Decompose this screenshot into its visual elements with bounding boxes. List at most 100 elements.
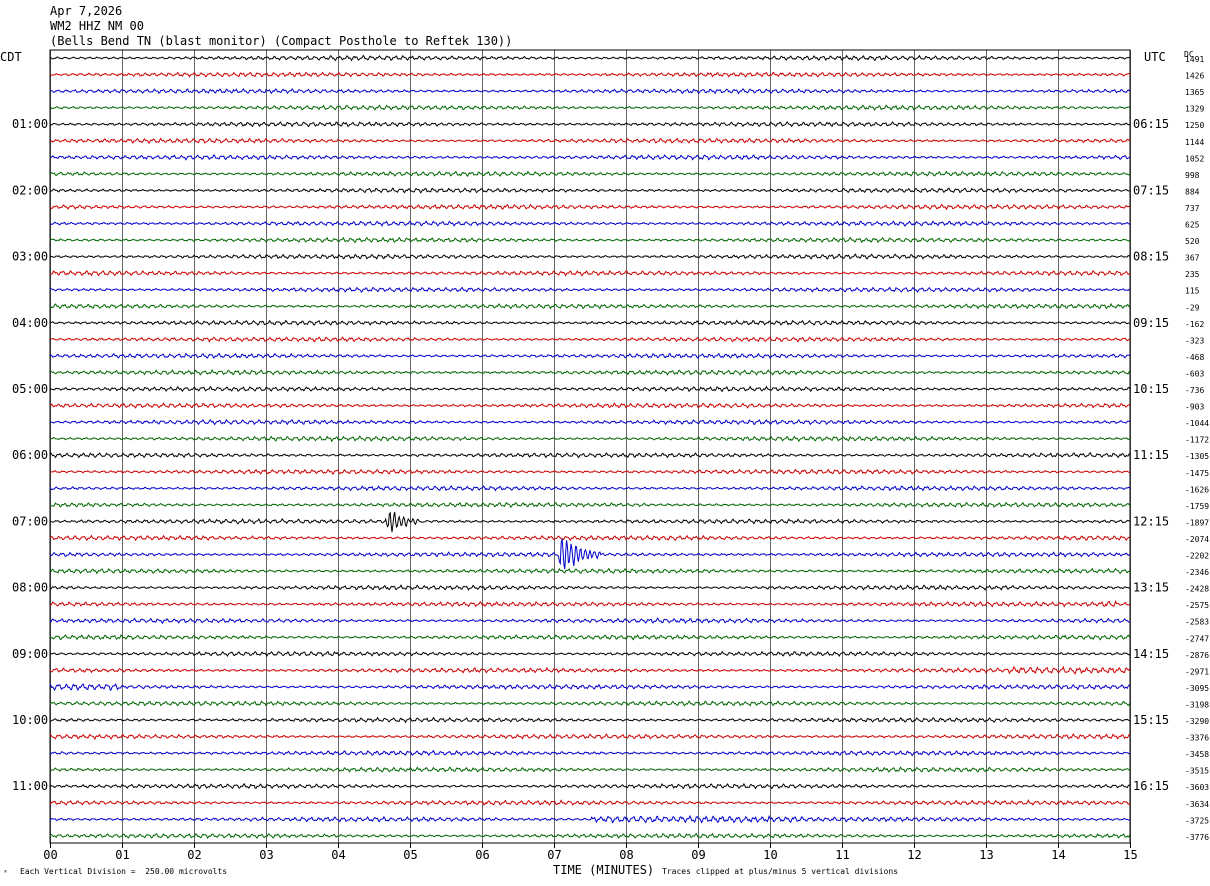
seismic-trace: [49, 501, 1131, 509]
scale-note: Each Vertical Division = 250.00 microvol…: [20, 867, 228, 876]
site-label: (Bells Bend TN (blast monitor) (Compact …: [50, 34, 513, 48]
x-tick-label: 06: [475, 848, 489, 862]
x-tick-label: 13: [979, 848, 993, 862]
seismic-trace: [50, 336, 1131, 343]
dc-offset-label: -2876: [1185, 651, 1209, 660]
dc-offset-label: 998: [1185, 171, 1200, 180]
seismic-trace: [49, 418, 1131, 426]
cdt-hour-label: 11:00: [12, 779, 48, 793]
seismic-trace: [49, 302, 1131, 310]
seismic-trace: [49, 203, 1131, 211]
x-tick-label: 11: [835, 848, 849, 862]
cdt-hour-label: 02:00: [12, 183, 48, 197]
cdt-hour-label: 10:00: [12, 713, 48, 727]
dc-offset-label: -1305: [1185, 452, 1209, 461]
utc-hour-label: 13:15: [1133, 581, 1169, 595]
seismic-trace: [49, 220, 1131, 227]
x-tick-label: 00: [43, 848, 57, 862]
seismic-trace: [49, 634, 1131, 641]
seismic-trace: [49, 733, 1131, 741]
utc-hour-label: 16:15: [1133, 779, 1169, 793]
seismic-trace: [49, 832, 1131, 840]
dc-offset-label: 625: [1185, 221, 1200, 230]
x-tick-label: 10: [763, 848, 777, 862]
x-tick-label: 07: [547, 848, 561, 862]
dc-offset-label: 235: [1185, 270, 1200, 279]
dc-offset-label: -1172: [1185, 436, 1209, 445]
seismic-trace: [49, 799, 1131, 806]
seismic-trace: [49, 385, 1131, 393]
dc-offset-label: 737: [1185, 204, 1200, 213]
dc-offset-label: -2747: [1185, 634, 1209, 643]
seismic-trace: [49, 716, 1131, 724]
dc-offset-label: 1426: [1185, 72, 1204, 81]
seismic-trace: [49, 600, 1131, 608]
x-tick-label: 15: [1123, 848, 1137, 862]
seismic-trace: [49, 617, 1131, 625]
x-tick-label: 12: [907, 848, 921, 862]
dc-offset-label: -3603: [1185, 783, 1209, 792]
x-tick-label: 03: [259, 848, 273, 862]
dc-offset-label: -1626: [1185, 485, 1209, 494]
seismic-trace: [49, 665, 1131, 675]
dc-offset-label: -2575: [1185, 601, 1209, 610]
utc-hour-label: 08:15: [1133, 250, 1169, 264]
cdt-hour-label: 08:00: [12, 581, 48, 595]
dc-offset-label: -162: [1185, 320, 1204, 329]
station-label: WM2 HHZ NM 00: [50, 19, 144, 33]
x-axis-title: TIME (MINUTES): [553, 863, 655, 877]
dc-offset-label: 884: [1185, 187, 1200, 196]
clip-note: Traces clipped at plus/minus 5 vertical …: [662, 867, 899, 876]
dc-offset-label: -3290: [1185, 717, 1209, 726]
seismic-trace: [49, 236, 1131, 244]
utc-hour-label: 11:15: [1133, 448, 1169, 462]
x-tick-label: 04: [331, 848, 345, 862]
dc-offset-label: -29: [1185, 303, 1200, 312]
seismic-trace: [49, 452, 1131, 459]
x-tick-label: 02: [187, 848, 201, 862]
utc-hour-label: 15:15: [1133, 713, 1169, 727]
seismic-trace: [50, 584, 1131, 591]
seismic-trace: [49, 782, 1131, 790]
cdt-hour-label: 09:00: [12, 647, 48, 661]
footer-mark-icon: ˣ: [3, 868, 8, 877]
dc-offset-label: -3198: [1185, 700, 1209, 709]
dc-offset-label: -3776: [1185, 833, 1209, 842]
utc-hour-label: 10:15: [1133, 382, 1169, 396]
seismic-trace: [49, 485, 1131, 492]
seismic-trace: [49, 567, 1131, 575]
dc-offset-label: -1897: [1185, 518, 1209, 527]
dc-offset-label: -3515: [1185, 767, 1209, 776]
seismic-trace: [49, 700, 1131, 707]
dc-offset-label: -3634: [1185, 800, 1209, 809]
x-tick-label: 14: [1051, 848, 1065, 862]
dc-offset-label: -603: [1185, 369, 1204, 378]
dc-offset-label: -2971: [1185, 667, 1209, 676]
dc-offset-label: 1365: [1185, 88, 1204, 97]
dc-offset-label: -323: [1185, 336, 1204, 345]
seismic-trace: [49, 286, 1131, 293]
dc-offset-label: -736: [1185, 386, 1204, 395]
seismic-trace: [49, 749, 1131, 757]
utc-hour-label: 14:15: [1133, 647, 1169, 661]
dc-offset-label: -1759: [1185, 502, 1209, 511]
dc-offset-label: -3725: [1185, 816, 1209, 825]
x-tick-label: 01: [115, 848, 129, 862]
seismic-trace: [49, 534, 1131, 542]
cdt-hour-label: 04:00: [12, 316, 48, 330]
dc-offset-label: 520: [1185, 237, 1200, 246]
seismic-trace: [49, 369, 1131, 376]
date-label: Apr 7,2026: [50, 4, 123, 18]
seismic-trace: [49, 766, 1131, 773]
dc-offset-label: 1052: [1185, 154, 1204, 163]
dc-offset-label: -468: [1185, 353, 1204, 362]
seismic-trace: [49, 137, 1131, 145]
dc-offset-label: -2346: [1185, 568, 1209, 577]
seismic-trace: [49, 87, 1131, 95]
dc-offset-label: -3376: [1185, 734, 1209, 743]
x-tick-label: 09: [691, 848, 705, 862]
utc-hour-label: 09:15: [1133, 316, 1169, 330]
seismic-trace: [49, 814, 1131, 824]
dc-offset-label: -3095: [1185, 684, 1209, 693]
seismic-trace: [49, 253, 1131, 260]
